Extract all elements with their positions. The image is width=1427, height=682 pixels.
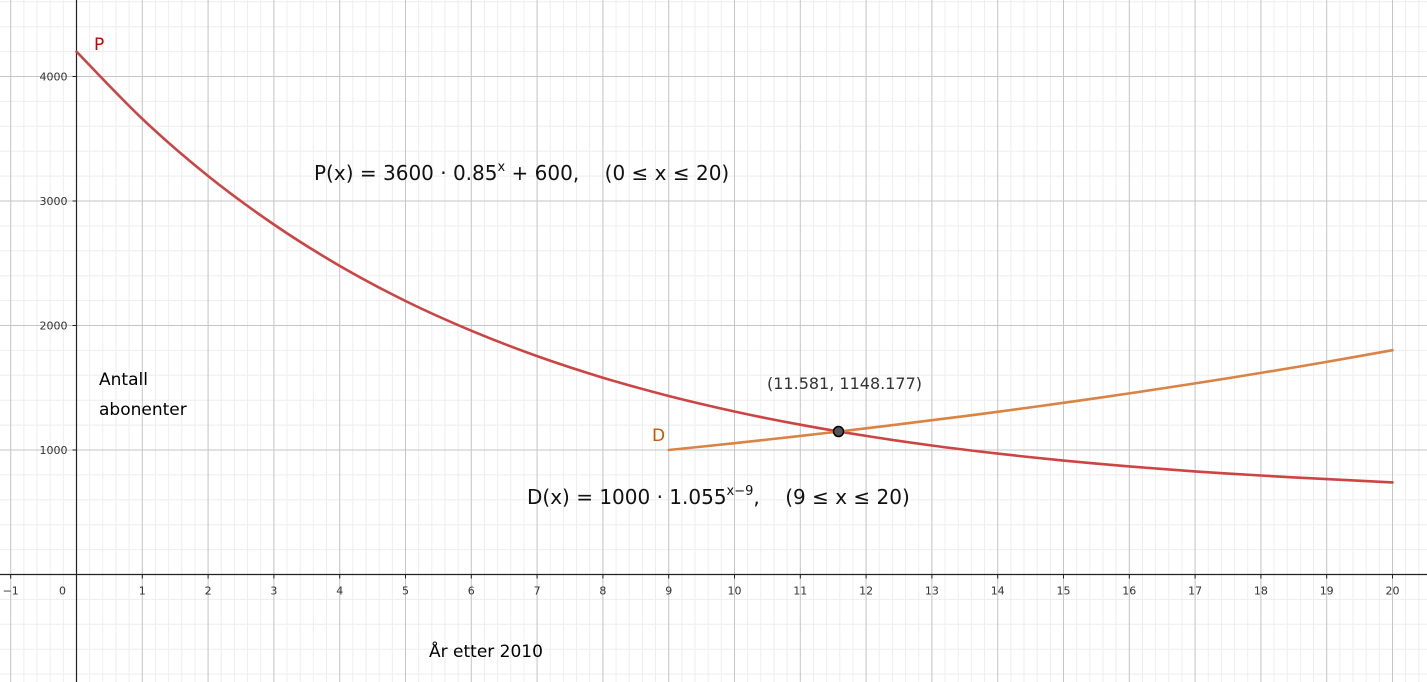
y-tick-label: 3000	[40, 195, 68, 208]
d-formula-tail: ,	[753, 485, 759, 509]
p-formula: P(x) = 3600 · 0.85x + 600, (0 ≤ x ≤ 20)	[314, 160, 729, 185]
y-tick-label: 2000	[40, 320, 68, 333]
x-tick-label: 20	[1386, 585, 1400, 598]
y-tick-label: 1000	[40, 444, 68, 457]
x-tick-label: 17	[1188, 585, 1202, 598]
x-tick-label: 8	[599, 585, 606, 598]
d-formula-lhs: D(x)	[527, 485, 570, 509]
p-formula-domain: (0 ≤ x ≤ 20)	[605, 161, 730, 185]
tick-labels: −1 0 1 2 3 4 5 6 7 8 9 10 11 12 13 14 15 16 17 18 19 20100020…	[3, 71, 1400, 598]
x-tick-label: 19	[1320, 585, 1334, 598]
x-tick-label: 11	[793, 585, 807, 598]
series-line-p	[75, 50, 1394, 484]
d-formula-rhs: = 1000 · 1.055	[576, 485, 726, 509]
x-tick-label: 3	[270, 585, 277, 598]
p-formula-tail: + 600,	[505, 161, 579, 185]
x-tick-label: 0	[59, 585, 66, 598]
x-tick-label: 12	[859, 585, 873, 598]
x-tick-label: 13	[925, 585, 939, 598]
x-tick-label: 14	[991, 585, 1005, 598]
y-axis-label-line1: Antall	[99, 370, 148, 390]
series-label-d: D	[652, 426, 665, 446]
x-tick-label: −1	[3, 585, 19, 598]
x-tick-label: 18	[1254, 585, 1268, 598]
x-tick-label: 7	[534, 585, 541, 598]
x-tick-label: 9	[665, 585, 672, 598]
d-formula-exponent: x−9	[727, 484, 754, 499]
x-axis-label: År etter 2010	[429, 640, 543, 662]
d-formula-domain: (9 ≤ x ≤ 20)	[785, 485, 910, 509]
y-tick-label: 4000	[40, 71, 68, 84]
series-label-p: P	[94, 35, 104, 55]
x-tick-label: 16	[1122, 585, 1136, 598]
x-tick-label: 10	[728, 585, 742, 598]
series-line-d	[667, 348, 1394, 452]
y-axis-label-line2: abonenter	[99, 400, 187, 420]
x-tick-label: 4	[336, 585, 343, 598]
x-tick-label: 6	[468, 585, 475, 598]
x-tick-label: 15	[1057, 585, 1071, 598]
p-formula-exponent: x	[498, 160, 506, 175]
x-tick-label: 2	[205, 585, 212, 598]
p-formula-lhs: P(x)	[314, 161, 354, 185]
intersection-point[interactable]	[832, 425, 845, 438]
intersection-label: (11.581, 1148.177)	[767, 374, 922, 393]
d-formula: D(x) = 1000 · 1.055x−9, (9 ≤ x ≤ 20)	[527, 484, 910, 509]
x-tick-label: 5	[402, 585, 409, 598]
x-tick-label: 1	[139, 585, 146, 598]
p-formula-rhs: = 3600 · 0.85	[360, 161, 498, 185]
curves	[75, 50, 1394, 484]
